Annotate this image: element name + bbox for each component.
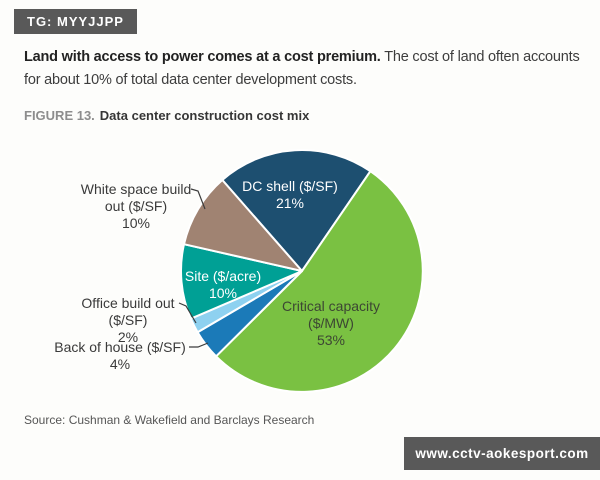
intro-regular-text: The cost of land often accounts for abou…: [24, 49, 580, 88]
watermark-badge-bottom: www.cctv-aokesport.com: [404, 437, 600, 470]
source-note: Source: Cushman & Wakefield and Barclays…: [24, 413, 315, 427]
leader-line-white-space-build-out-sf: [190, 188, 206, 210]
pie-slice-dc-shell-sf: [221, 149, 372, 272]
pie-slice-site-acre: [180, 243, 303, 320]
figure-heading: FIGURE 13. Data center construction cost …: [24, 108, 309, 123]
pie-label-back-of-house-sf: Back of house ($/SF) 4%: [54, 339, 186, 372]
figure-title: Data center construction cost mix: [99, 108, 310, 123]
pie-slice-white-space-build-out-sf: [183, 179, 303, 272]
figure-number-label: FIGURE 13.: [24, 108, 95, 123]
leader-line-back-of-house-sf: [189, 342, 209, 348]
pie-label-dc-shell-sf: DC shell ($/SF) 21%: [242, 178, 338, 211]
intro-bold-text: Land with access to power comes at a cos…: [24, 49, 381, 65]
pie-label-white-space-build-out-sf: White space build out ($/SF) 10%: [81, 181, 192, 231]
pie-label-critical-capacity-mw: Critical capacity ($/MW) 53%: [282, 298, 380, 348]
pie-label-site-acre: Site ($/acre) 10%: [185, 268, 261, 301]
pie-slice-critical-capacity-mw: [215, 170, 424, 393]
intro-paragraph: Land with access to power comes at a cos…: [24, 46, 580, 92]
leader-line-office-build-out-sf: [178, 302, 197, 324]
watermark-badge-top: TG: MYYJJPP: [14, 9, 137, 34]
pie-label-office-build-out-sf: Office build out ($/SF) 2%: [81, 295, 174, 345]
